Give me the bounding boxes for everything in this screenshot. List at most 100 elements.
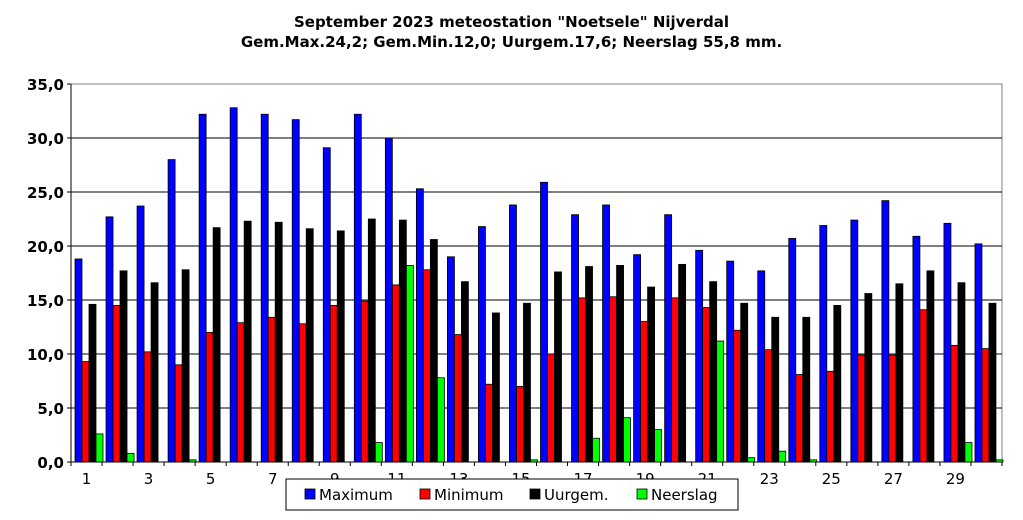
bar-uurgem (274, 221, 283, 463)
y-tick-label: 35,0 (27, 76, 64, 94)
bar-maximum (446, 256, 455, 463)
bar-uurgem (119, 270, 128, 463)
bar-maximum (260, 113, 269, 463)
bar-minimum (453, 334, 462, 463)
bar-minimum (733, 329, 742, 463)
bar-neerslag (623, 417, 631, 463)
bar-neerslag (188, 459, 197, 463)
bar-minimum (236, 322, 245, 463)
bar-maximum (384, 137, 393, 463)
bar-maximum (602, 204, 610, 463)
bar-uurgem (864, 293, 873, 463)
bar-maximum (726, 260, 735, 463)
plot-area (70, 83, 1003, 463)
y-tick-label: 15,0 (27, 292, 64, 310)
bar-uurgem (709, 281, 718, 463)
bar-maximum (74, 258, 83, 463)
bar-minimum (671, 297, 680, 463)
bar-maximum (695, 249, 704, 463)
legend-swatch (419, 488, 431, 500)
bar-uurgem (988, 302, 997, 463)
bar-uurgem (181, 269, 190, 463)
bar-uurgem (926, 270, 935, 463)
bar-maximum (819, 225, 828, 463)
bar-minimum (267, 316, 276, 463)
x-tick-label: 1 (82, 470, 92, 488)
bar-minimum (826, 370, 835, 463)
y-tick-label: 0,0 (37, 454, 64, 472)
bar-maximum (478, 226, 486, 463)
bar-neerslag (405, 265, 414, 463)
x-tick-label: 25 (822, 470, 841, 488)
bar-maximum (881, 200, 890, 463)
bar-maximum (540, 181, 548, 463)
bar-uurgem (243, 220, 252, 463)
bar-maximum (415, 188, 424, 463)
bar-maximum (757, 270, 766, 463)
bar-neerslag (995, 459, 1004, 463)
bar-uurgem (678, 263, 687, 463)
chart-title-line1: September 2023 meteostation "Noetsele" N… (293, 13, 730, 31)
legend-swatch (636, 488, 648, 500)
bar-uurgem (492, 312, 500, 463)
legend-swatch (304, 488, 316, 500)
bar-maximum (229, 107, 238, 463)
bar-uurgem (647, 286, 655, 463)
bar-minimum (298, 323, 307, 463)
y-tick-label: 5,0 (37, 400, 64, 418)
bar-maximum (912, 235, 921, 463)
bar-maximum (136, 205, 145, 463)
bar-neerslag (374, 442, 383, 463)
bar-uurgem (957, 282, 966, 463)
bar-neerslag (964, 442, 973, 463)
bar-minimum (143, 351, 152, 463)
bar-minimum (547, 353, 555, 463)
bar-minimum (702, 307, 711, 463)
bar-minimum (422, 269, 431, 463)
bar-maximum (633, 254, 641, 463)
bar-uurgem (460, 281, 469, 463)
bar-uurgem (150, 282, 159, 463)
bar-neerslag (126, 452, 135, 463)
bar-maximum (788, 238, 797, 463)
bar-uurgem (336, 230, 345, 463)
bar-neerslag (747, 457, 756, 463)
bar-maximum (571, 214, 579, 463)
bar-uurgem (212, 227, 221, 463)
bar-uurgem (585, 266, 593, 463)
legend-label: Minimum (434, 486, 504, 504)
legend-label: Neerslag (651, 486, 718, 504)
bar-minimum (609, 296, 617, 463)
x-tick-label: 23 (760, 470, 779, 488)
bar-uurgem (429, 239, 438, 463)
bar-minimum (795, 374, 804, 463)
bar-minimum (81, 361, 90, 463)
bar-minimum (578, 297, 586, 463)
bar-minimum (360, 300, 369, 463)
bar-minimum (919, 309, 928, 463)
bar-neerslag (436, 377, 445, 463)
bar-maximum (664, 214, 673, 463)
bar-uurgem (895, 283, 904, 463)
bar-neerslag (809, 459, 818, 463)
bar-minimum (640, 321, 648, 463)
bar-minimum (174, 364, 183, 463)
y-tick-label: 20,0 (27, 238, 64, 256)
bar-maximum (353, 113, 362, 463)
bar-maximum (167, 159, 176, 463)
legend (285, 478, 739, 511)
bar-neerslag (530, 459, 538, 463)
x-tick-label: 7 (268, 470, 278, 488)
bar-uurgem (740, 302, 749, 463)
bar-maximum (322, 147, 331, 463)
bar-neerslag (592, 437, 600, 463)
legend-label: Uurgem. (544, 486, 609, 504)
bar-uurgem (88, 303, 97, 463)
bar-minimum (981, 348, 990, 463)
bar-uurgem (367, 218, 376, 463)
legend-label: Maximum (319, 486, 393, 504)
bar-uurgem (554, 271, 562, 463)
x-tick-label: 5 (206, 470, 216, 488)
bar-minimum (485, 383, 493, 463)
